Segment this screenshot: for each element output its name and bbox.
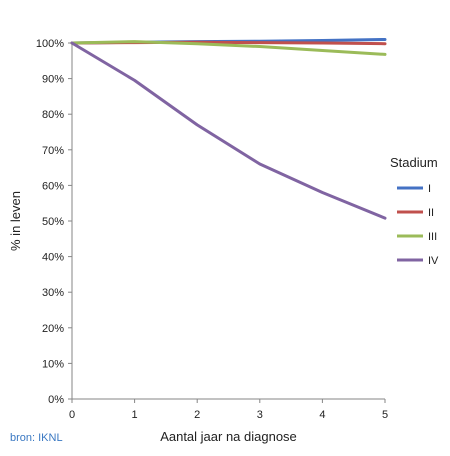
y-tick-label: 100% — [36, 38, 64, 50]
series-lines — [70, 37, 387, 220]
y-tick-label: 10% — [42, 358, 64, 370]
y-tick-label: 70% — [42, 145, 64, 157]
y-tick-label: 40% — [42, 252, 64, 264]
y-tick-label: 0% — [48, 394, 64, 406]
x-tick-label: 0 — [69, 409, 75, 421]
y-tick-label: 30% — [42, 287, 64, 299]
y-tick-label: 50% — [42, 216, 64, 228]
y-tick-label: 90% — [42, 74, 64, 86]
y-axis-tick-labels: 0% 10% 20% 30% 40% 50% 60% 70% 80% 90% 100% — [36, 38, 72, 406]
x-tick-label: 1 — [132, 409, 138, 421]
x-tick-label: 3 — [257, 409, 263, 421]
x-tick-label: 2 — [194, 409, 200, 421]
y-axis-label: % in leven — [8, 191, 23, 251]
x-tick-label: 5 — [382, 409, 388, 421]
series-line-iii — [70, 40, 387, 56]
x-tick-label: 4 — [319, 409, 325, 421]
y-tick-label: 80% — [42, 109, 64, 121]
y-tick-label: 20% — [42, 323, 64, 335]
y-tick-label: 60% — [42, 180, 64, 192]
legend-label-i: I — [428, 183, 431, 195]
legend-label-iv: IV — [428, 255, 439, 267]
source-note: bron: IKNL — [10, 432, 63, 444]
x-axis-tick-labels: 0 1 2 3 4 5 — [69, 399, 388, 421]
legend-label-ii: II — [428, 207, 434, 219]
legend-label-iii: III — [428, 231, 437, 243]
series-line-iv — [70, 41, 387, 220]
x-axis-label: Aantal jaar na diagnose — [160, 429, 297, 444]
legend-title: Stadium — [390, 155, 438, 170]
